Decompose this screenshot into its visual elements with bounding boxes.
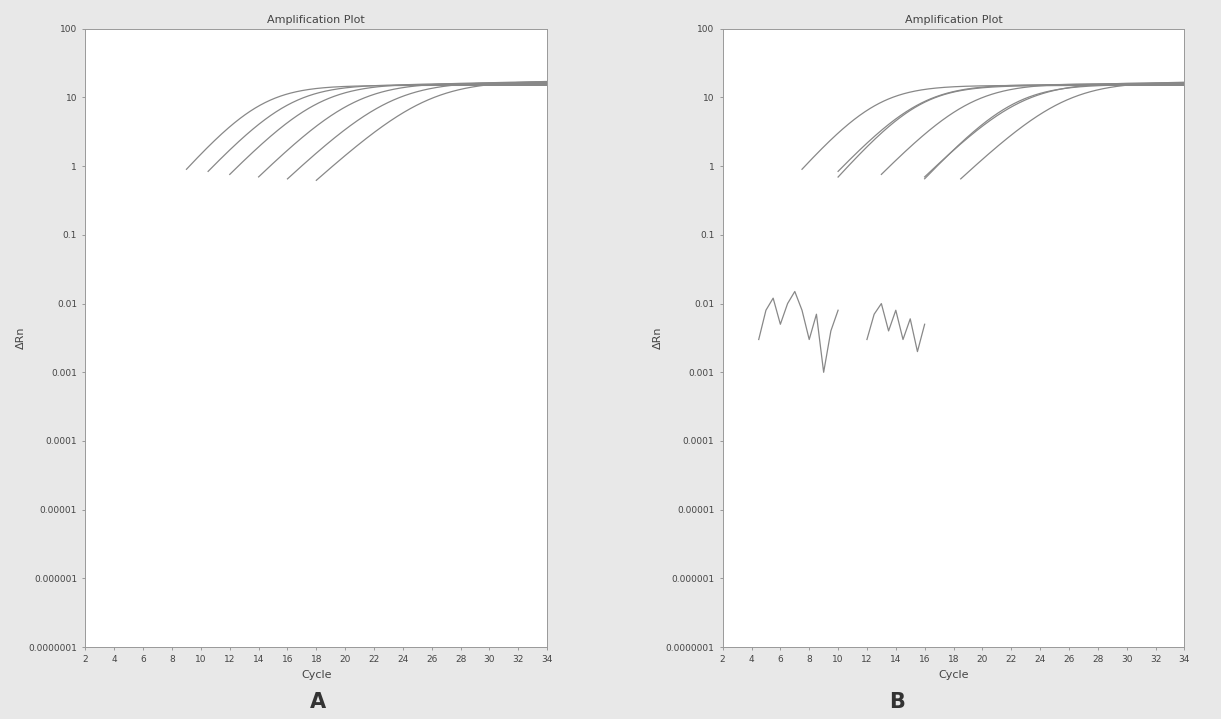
Y-axis label: ΔRn: ΔRn bbox=[653, 326, 663, 349]
Y-axis label: ΔRn: ΔRn bbox=[16, 326, 26, 349]
Text: B: B bbox=[889, 692, 906, 712]
Title: Amplification Plot: Amplification Plot bbox=[905, 15, 1002, 25]
Title: Amplification Plot: Amplification Plot bbox=[267, 15, 365, 25]
Text: A: A bbox=[309, 692, 326, 712]
X-axis label: Cycle: Cycle bbox=[938, 670, 968, 680]
X-axis label: Cycle: Cycle bbox=[302, 670, 332, 680]
